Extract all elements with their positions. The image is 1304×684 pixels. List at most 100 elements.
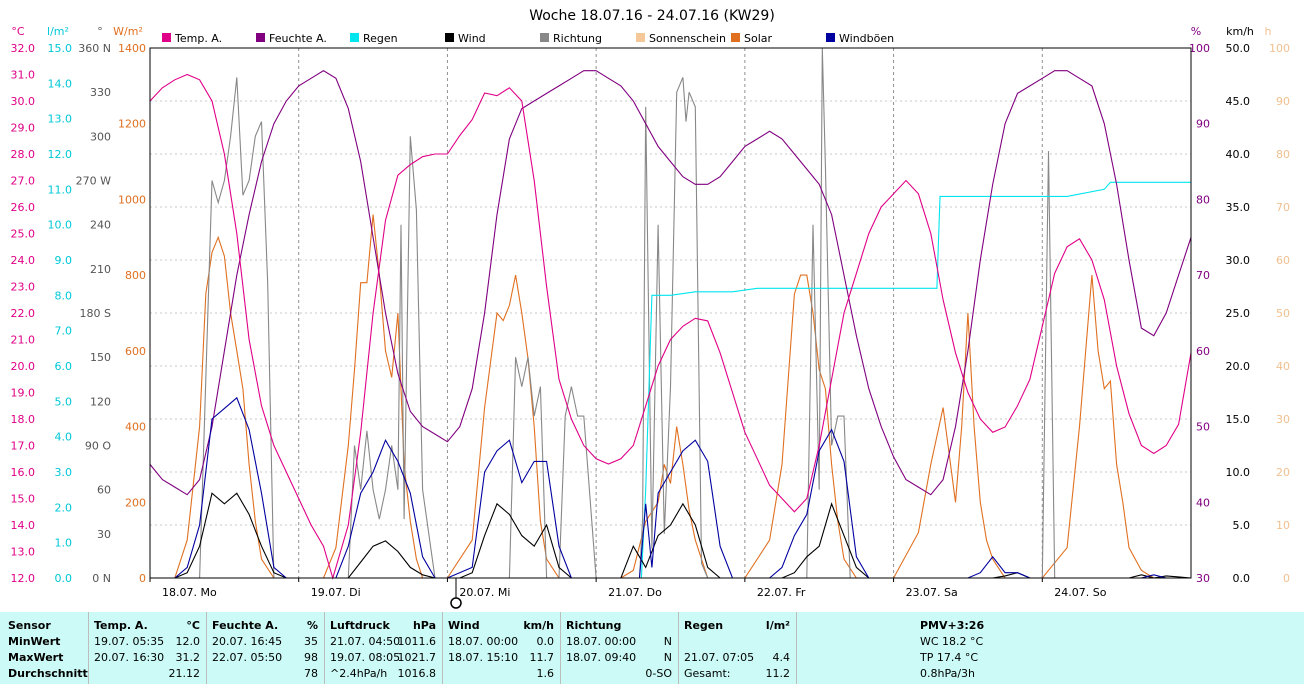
stats-wind-unit: km/h	[523, 619, 554, 632]
axis-tick-label: 35.0	[1226, 201, 1251, 214]
stats-pressure-column: Luftdruck hPa 21.07. 04:50 1011.6 19.07. 0…	[330, 618, 436, 682]
legend-label: Regen	[363, 32, 398, 45]
axis-tick-label: 180 S	[80, 307, 111, 320]
stats-pressure-max-time: 19.07. 08:05	[330, 651, 401, 664]
axis-tick-label: 40.0	[1226, 148, 1251, 161]
axis-tick-label: 120	[90, 395, 111, 408]
stats-pmv-header: PMV+3:26	[920, 619, 985, 632]
axis-unit-label: °C	[11, 25, 25, 38]
axis-tick-label: 0	[1283, 572, 1290, 585]
stats-rain-unit: l/m²	[765, 619, 790, 632]
left-axes: °C 12.0 13.0 14.0 15.0 16.0 17.0 18.0 19.0 20.0 21…	[11, 25, 147, 585]
axis-tick-label: 10	[1276, 519, 1290, 532]
axis-tick-label: 13.0	[48, 113, 73, 126]
axis-tick-label: 0.0	[55, 572, 73, 585]
axis-unit-label: l/m²	[47, 25, 69, 38]
legend-swatch	[731, 33, 740, 42]
stats-direction-max-value: N	[663, 651, 672, 664]
axis-tick-label: 50	[1196, 421, 1210, 434]
axis-tick-label: 26.0	[11, 201, 36, 214]
stats-wind-column: Wind km/h 18.07. 00:00 0.0 18.07. 15:10 11.…	[448, 618, 554, 682]
legend-swatch	[636, 33, 645, 42]
axis-tick-label: 5.0	[1233, 519, 1251, 532]
x-tick-label: 23.07. Sa	[906, 586, 958, 599]
axis-tick-label: 20.0	[11, 360, 36, 373]
axis-tick-label: 19.0	[11, 387, 36, 400]
axis-tick-label: 50	[1276, 307, 1290, 320]
stats-direction-column: Richtung 18.07. 00:00 N 18.07. 09:40 N 0-S…	[566, 618, 672, 682]
axis-tick-label: 17.0	[11, 440, 36, 453]
axis-tick-label: 800	[125, 269, 146, 282]
axis-tick-label: 1.0	[55, 537, 73, 550]
x-tick-label: 21.07. Do	[608, 586, 662, 599]
stats-wind-max-value: 11.7	[529, 651, 555, 664]
stats-rain-header: Regen	[684, 619, 724, 632]
axis-tick-label: 60	[1196, 345, 1210, 358]
axis-tick-label: 1000	[118, 193, 146, 206]
axis-tick-label: 600	[125, 345, 146, 358]
stats-direction-max-time: 18.07. 09:40	[566, 651, 637, 664]
axis-tick-label: 18.0	[11, 413, 36, 426]
stats-humidity-avg-value: 78	[304, 667, 318, 680]
series-line	[149, 73, 1192, 580]
stats-pressure-avg-value: 1016.8	[397, 667, 437, 680]
stats-wind-min-time: 18.07. 00:00	[448, 635, 519, 648]
time-marker	[450, 578, 462, 609]
axis-tick-label: 16.0	[11, 466, 36, 479]
legend-label: Wind	[458, 32, 486, 45]
x-tick-label: 18.07. Mo	[162, 586, 217, 599]
axis-tick-label: 40	[1196, 496, 1210, 509]
axis-tick-label: 0.0	[1233, 572, 1251, 585]
axis-unit-label: h	[1265, 25, 1272, 38]
axis-tick-label: 22.0	[11, 307, 36, 320]
stats-temp-min-time: 19.07. 05:35	[94, 635, 165, 648]
stats-direction-min-time: 18.07. 00:00	[566, 635, 637, 648]
stats-rain-column: Regen l/m² 21.07. 07:05 4.4 Gesamt: 11.2	[684, 618, 790, 682]
axis-tick-label: 100	[1189, 42, 1210, 55]
stats-wind-header: Wind	[448, 619, 480, 632]
axis-tick-label: 90	[1276, 95, 1290, 108]
axis-tick-label: 360 N	[78, 42, 111, 55]
stats-temp-unit: °C	[186, 619, 200, 632]
stats-humidity-unit: %	[306, 619, 318, 632]
stats-temp-min-value: 12.0	[175, 635, 201, 648]
stats-rain-max-value: 4.4	[772, 651, 791, 664]
stats-direction-header: Richtung	[566, 619, 622, 632]
stats-pressure-unit: hPa	[412, 619, 436, 632]
x-tick-label: 20.07. Mi	[459, 586, 510, 599]
axis-tick-label: 12.0	[11, 572, 36, 585]
axis-tick-label: 330	[90, 86, 111, 99]
stats-direction-avg-value: 0-SO	[645, 667, 672, 680]
axis-tick-label: 100	[1269, 42, 1290, 55]
stats-pmv-pressure-trend: 0.8hPa/3h	[920, 667, 976, 680]
series-line	[149, 70, 1192, 496]
stats-wind-avg-value: 1.6	[536, 667, 555, 680]
axis-tick-label: 30	[97, 528, 111, 541]
axis-tick-label: 25.0	[11, 228, 36, 241]
axis-tick-label: 20.0	[1226, 360, 1251, 373]
axis-tick-label: 45.0	[1226, 95, 1251, 108]
x-tick-label: 22.07. Fr	[757, 586, 806, 599]
axis-tick-label: 20	[1276, 466, 1290, 479]
axis-tick-label: 200	[125, 496, 146, 509]
stats-humidity-column: Feuchte A.% 20.07. 16:45 35 22.07. 05:50 9…	[212, 618, 318, 682]
stats-max-label: MaxWert	[8, 651, 64, 664]
stats-humidity-min-time: 20.07. 16:45	[212, 635, 283, 648]
stats-temp-column: Temp. A. °C 19.07. 05:35 12.0 20.07. 16:30…	[94, 618, 200, 682]
axis-tick-label: 3.0	[55, 466, 73, 479]
axis-unit-label: %	[1191, 25, 1201, 38]
legend-swatch	[826, 33, 835, 42]
stats-rain-total-label: Gesamt:	[684, 667, 731, 680]
weather-chart: Woche 18.07.16 - 24.07.16 (KW29) Temp. A…	[10, 8, 1290, 609]
axis-tick-label: 50.0	[1226, 42, 1251, 55]
axis-unit-label: °	[97, 25, 103, 38]
axis-tick-label: 5.0	[55, 395, 73, 408]
legend-label: Richtung	[553, 32, 602, 45]
axis-tick-label: 10.0	[48, 219, 73, 232]
stats-humidity-max-time: 22.07. 05:50	[212, 651, 283, 664]
legend-swatch	[256, 33, 265, 42]
axis-tick-label: 80	[1276, 148, 1290, 161]
stats-humidity-max-value: 98	[304, 651, 318, 664]
stats-temp-max-value: 31.2	[175, 651, 201, 664]
axis-tick-label: 31.0	[11, 69, 36, 82]
